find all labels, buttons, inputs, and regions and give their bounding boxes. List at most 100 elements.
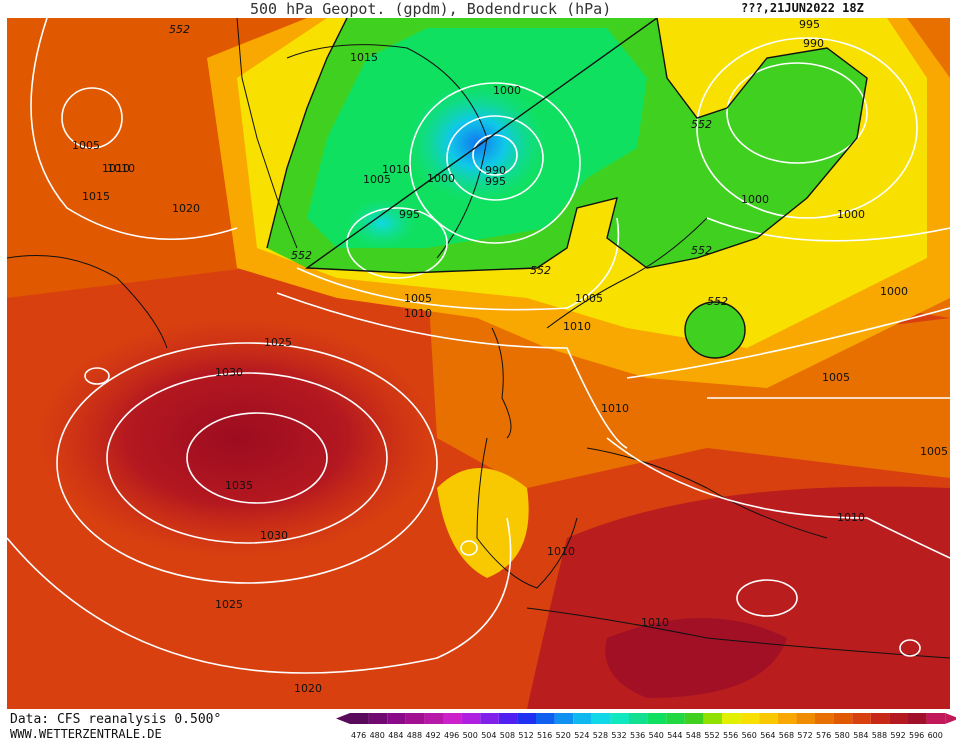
isobar-label: 1025 xyxy=(215,598,243,611)
legend-value: 528 xyxy=(593,731,608,740)
isobar-label: 1000 xyxy=(493,84,521,97)
isobar-label: 995 xyxy=(799,18,820,31)
legend-value: 484 xyxy=(388,731,403,740)
isobar-1035 xyxy=(186,412,328,504)
legend-swatch xyxy=(852,713,871,724)
legend-swatch xyxy=(815,713,834,724)
height-labels: 552 552 552 552 552 552 xyxy=(169,23,728,308)
isobar-label: 1000 xyxy=(837,208,865,221)
isobar-label: 1020 xyxy=(294,682,322,695)
legend-value: 564 xyxy=(760,731,775,740)
isobar-1005-nw xyxy=(61,87,123,149)
low-secondary xyxy=(347,198,417,248)
legend-swatch xyxy=(517,713,536,724)
isobar-label: 1015 xyxy=(350,51,378,64)
height-label: 552 xyxy=(291,249,312,262)
legend-value: 576 xyxy=(816,731,831,740)
north-africa-coast xyxy=(526,607,950,659)
isobar-label: 1010 xyxy=(563,320,591,333)
isobar-label: 1005 xyxy=(363,173,391,186)
isobar-995-south xyxy=(346,207,448,279)
legend-value: 560 xyxy=(742,731,757,740)
legend-value: 500 xyxy=(463,731,478,740)
legend-swatch xyxy=(796,713,815,724)
legend-value: 592 xyxy=(890,731,905,740)
legend-swatch xyxy=(777,713,797,724)
legend-value: 532 xyxy=(611,731,626,740)
isobar-label: 1010 xyxy=(547,545,575,558)
isobar-label: 1025 xyxy=(264,336,292,349)
legend-value: 480 xyxy=(370,731,385,740)
legend-swatch xyxy=(591,713,611,724)
canada-coast xyxy=(7,255,168,349)
legend-value: 508 xyxy=(500,731,515,740)
legend-swatch xyxy=(554,713,574,724)
isobar-small-africa xyxy=(736,579,798,617)
legend-value: 516 xyxy=(537,731,552,740)
coastlines xyxy=(7,18,950,659)
isobar-label: 1010 xyxy=(382,163,410,176)
legend-swatch xyxy=(759,713,778,724)
legend-value: 476 xyxy=(351,731,366,740)
isobar-label: 1005 xyxy=(822,371,850,384)
isobar-995 xyxy=(446,115,544,201)
legend-swatch xyxy=(368,713,388,724)
legend-swatch xyxy=(405,713,425,724)
legend-swatch xyxy=(833,713,853,724)
legend-value: 512 xyxy=(518,731,533,740)
isobar-990 xyxy=(472,134,518,176)
isobar-label: 1015 xyxy=(82,190,110,203)
scandinavia xyxy=(546,217,708,329)
isobar-label: 1005 xyxy=(72,139,100,152)
legend-value: 540 xyxy=(649,731,664,740)
legend-swatch xyxy=(480,713,499,724)
isobar-labels: 1015 1000 990 995 1010 1005 1000 995 101… xyxy=(72,18,948,695)
height-label: 552 xyxy=(691,244,712,257)
legend-value: 568 xyxy=(779,731,794,740)
legend-swatch xyxy=(536,713,555,724)
height-label: 552 xyxy=(530,264,551,277)
legend-value: 536 xyxy=(630,731,645,740)
isobar-label: 1010 xyxy=(102,162,130,175)
legend-swatch xyxy=(424,713,443,724)
cutoff-low-green xyxy=(685,302,745,358)
legend-swatch xyxy=(629,713,648,724)
legend-value: 492 xyxy=(425,731,440,740)
weather-map: 1015 1000 990 995 1010 1005 1000 995 101… xyxy=(7,18,950,709)
legend-value: 520 xyxy=(556,731,571,740)
yellow-spot-iberia xyxy=(437,468,529,578)
legend-swatch xyxy=(387,713,406,724)
isobar-label: 995 xyxy=(399,208,420,221)
legend-value: 596 xyxy=(909,731,924,740)
legend-value: 504 xyxy=(481,731,496,740)
legend-swatch xyxy=(647,713,667,724)
legend-swatch xyxy=(740,713,760,724)
isobar-label: 1000 xyxy=(880,285,908,298)
legend-value: 572 xyxy=(797,731,812,740)
high-pressure-core xyxy=(37,318,437,558)
isobar-label: 1000 xyxy=(427,172,455,185)
isobar-small-atlantic xyxy=(84,367,110,385)
legend-swatch xyxy=(461,713,481,724)
website-url: WWW.WETTERZENTRALE.DE xyxy=(10,727,162,741)
data-source: Data: CFS reanalysis 0.500° xyxy=(10,712,222,727)
isobar-label: 1030 xyxy=(260,529,288,542)
isobar-label: 1010 xyxy=(404,307,432,320)
map-date: ???,21JUN2022 18Z xyxy=(741,1,864,15)
isobar-1010-se xyxy=(606,437,950,559)
legend-swatch xyxy=(908,713,927,724)
isobar-label: 1005 xyxy=(920,445,948,458)
isobar-995-ne xyxy=(696,37,918,219)
isobar-label: 1000 xyxy=(741,193,769,206)
legend-swatch xyxy=(722,713,741,724)
legend-swatch xyxy=(926,713,946,724)
legend-swatch xyxy=(443,713,462,724)
legend-swatch xyxy=(684,713,704,724)
legend-value: 584 xyxy=(853,731,868,740)
legend-swatch xyxy=(610,713,629,724)
isobar-1000-ne xyxy=(706,217,950,242)
isobar-1005 xyxy=(296,217,620,311)
sahara-heat xyxy=(605,618,787,698)
isobar-label: 1010 xyxy=(641,616,669,629)
isobar-label: 995 xyxy=(485,175,506,188)
